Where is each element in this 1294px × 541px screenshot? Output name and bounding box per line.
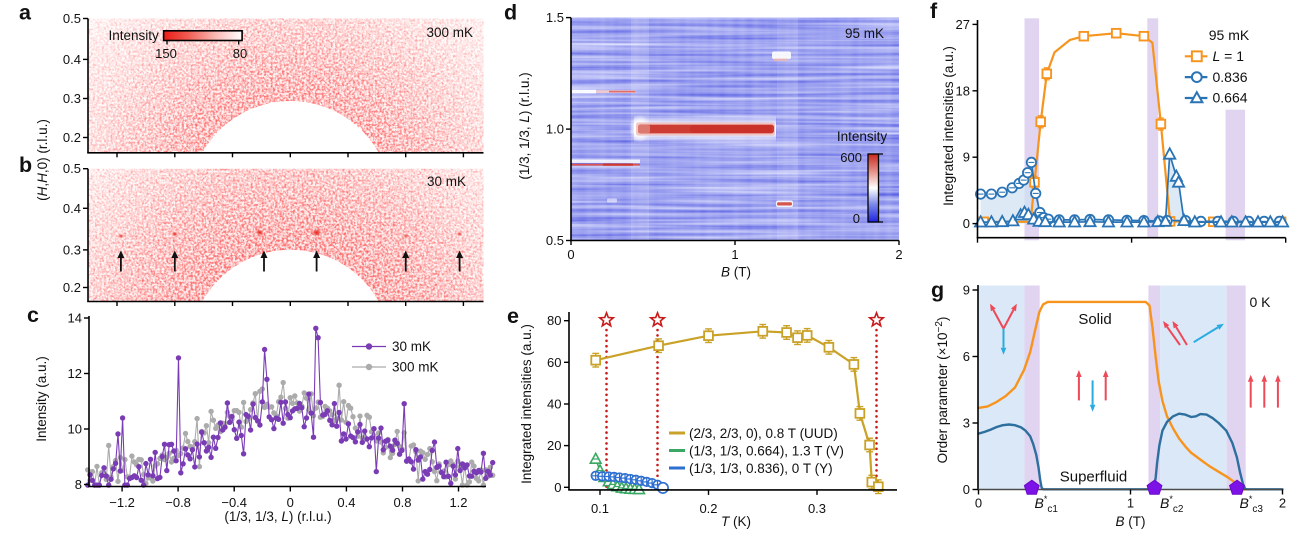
svg-text:(2/3, 2/3, 0), 0.8 T (UUD): (2/3, 2/3, 0), 0.8 T (UUD): [689, 426, 838, 441]
svg-text:0.4: 0.4: [63, 201, 81, 216]
svg-text:14: 14: [68, 311, 82, 326]
svg-text:1.2: 1.2: [449, 495, 467, 510]
svg-text:0.3: 0.3: [63, 242, 81, 257]
svg-text:Intensity: Intensity: [109, 28, 160, 43]
svg-text:g: g: [931, 278, 944, 302]
svg-text:B (T): B (T): [1115, 514, 1145, 529]
svg-text:L = 1: L = 1: [1213, 48, 1245, 64]
svg-text:Integrated intensities (a.u.): Integrated intensities (a.u.): [519, 324, 534, 484]
svg-text:0.3: 0.3: [808, 501, 826, 516]
svg-text:80: 80: [233, 46, 247, 61]
svg-text:0.4: 0.4: [337, 495, 355, 510]
svg-text:b: b: [19, 153, 32, 177]
svg-text:B (T): B (T): [721, 265, 751, 280]
svg-text:−0.4: −0.4: [221, 495, 247, 510]
svg-text:30 mK: 30 mK: [392, 339, 431, 354]
svg-text:300 mK: 300 mK: [426, 25, 473, 40]
svg-text:2: 2: [1279, 496, 1286, 511]
svg-text:0.3: 0.3: [63, 91, 81, 106]
svg-text:150: 150: [155, 46, 177, 61]
svg-text:2: 2: [895, 247, 902, 262]
svg-text:(1/3, 1/3, 0.836), 0 T (Y): (1/3, 1/3, 0.836), 0 T (Y): [689, 461, 833, 476]
svg-text:Superfluid: Superfluid: [1060, 469, 1128, 486]
svg-text:Intensity: Intensity: [837, 129, 888, 144]
svg-text:0: 0: [853, 211, 860, 226]
svg-text:0: 0: [963, 482, 970, 497]
svg-text:1: 1: [731, 247, 738, 262]
svg-text:300 mK: 300 mK: [392, 360, 439, 375]
svg-text:0.2: 0.2: [699, 501, 717, 516]
svg-text:Intensity (a.u.): Intensity (a.u.): [34, 356, 49, 442]
svg-text:0.8: 0.8: [393, 495, 411, 510]
svg-text:a: a: [19, 1, 32, 25]
svg-text:600: 600: [840, 150, 862, 165]
svg-text:f: f: [930, 0, 938, 23]
svg-text:T (K): T (K): [721, 514, 751, 529]
svg-text:10: 10: [68, 422, 82, 437]
svg-text:60: 60: [547, 355, 561, 370]
svg-text:95 mK: 95 mK: [845, 26, 884, 41]
svg-text:0: 0: [287, 495, 294, 510]
svg-text:27: 27: [956, 17, 970, 32]
svg-text:40: 40: [547, 397, 561, 412]
svg-text:12: 12: [68, 366, 82, 381]
svg-text:0: 0: [963, 216, 970, 231]
svg-text:0.836: 0.836: [1213, 69, 1248, 85]
svg-text:Order parameter (×10−2): Order parameter (×10−2): [934, 317, 951, 464]
svg-text:c: c: [27, 303, 39, 327]
svg-text:9: 9: [963, 283, 970, 298]
svg-text:0.4: 0.4: [63, 52, 81, 67]
svg-text:9: 9: [963, 150, 970, 165]
svg-text:0.5: 0.5: [546, 233, 564, 248]
svg-text:0.5: 0.5: [63, 11, 81, 26]
svg-text:0: 0: [567, 247, 574, 262]
svg-text:3: 3: [963, 416, 970, 431]
svg-text:1.5: 1.5: [546, 10, 564, 25]
svg-text:e: e: [507, 304, 519, 328]
svg-text:(1/3, 1/3, L) (r.l.u.): (1/3, 1/3, L) (r.l.u.): [517, 72, 532, 179]
svg-text:0.2: 0.2: [63, 280, 81, 295]
svg-text:95 mK: 95 mK: [1209, 27, 1250, 43]
svg-text:1: 1: [1127, 496, 1134, 511]
svg-text:6: 6: [963, 349, 970, 364]
svg-text:−1.2: −1.2: [109, 495, 135, 510]
svg-text:(1/3, 1/3, L) (r.l.u.): (1/3, 1/3, L) (r.l.u.): [224, 509, 331, 524]
svg-text:d: d: [504, 1, 517, 25]
svg-text:−0.8: −0.8: [165, 495, 191, 510]
svg-text:0.5: 0.5: [63, 161, 81, 176]
svg-text:8: 8: [75, 477, 82, 492]
svg-text:Integrated intensities (a.u.): Integrated intensities (a.u.): [941, 46, 956, 206]
svg-text:0.664: 0.664: [1213, 90, 1248, 106]
svg-text:(H,H,0) (r.l.u.): (H,H,0) (r.l.u.): [35, 119, 50, 201]
svg-text:0.2: 0.2: [63, 130, 81, 145]
svg-text:80: 80: [547, 313, 561, 328]
svg-text:20: 20: [547, 438, 561, 453]
svg-text:0 K: 0 K: [1249, 294, 1271, 310]
svg-text:0.1: 0.1: [591, 501, 609, 516]
svg-text:Solid: Solid: [1078, 311, 1111, 328]
svg-text:1.0: 1.0: [546, 122, 564, 137]
svg-text:(1/3, 1/3, 0.664), 1.3 T (V): (1/3, 1/3, 0.664), 1.3 T (V): [689, 444, 844, 459]
svg-text:18: 18: [956, 83, 970, 98]
svg-text:30 mK: 30 mK: [427, 174, 466, 189]
svg-text:0: 0: [554, 480, 561, 495]
svg-text:0: 0: [975, 496, 982, 511]
